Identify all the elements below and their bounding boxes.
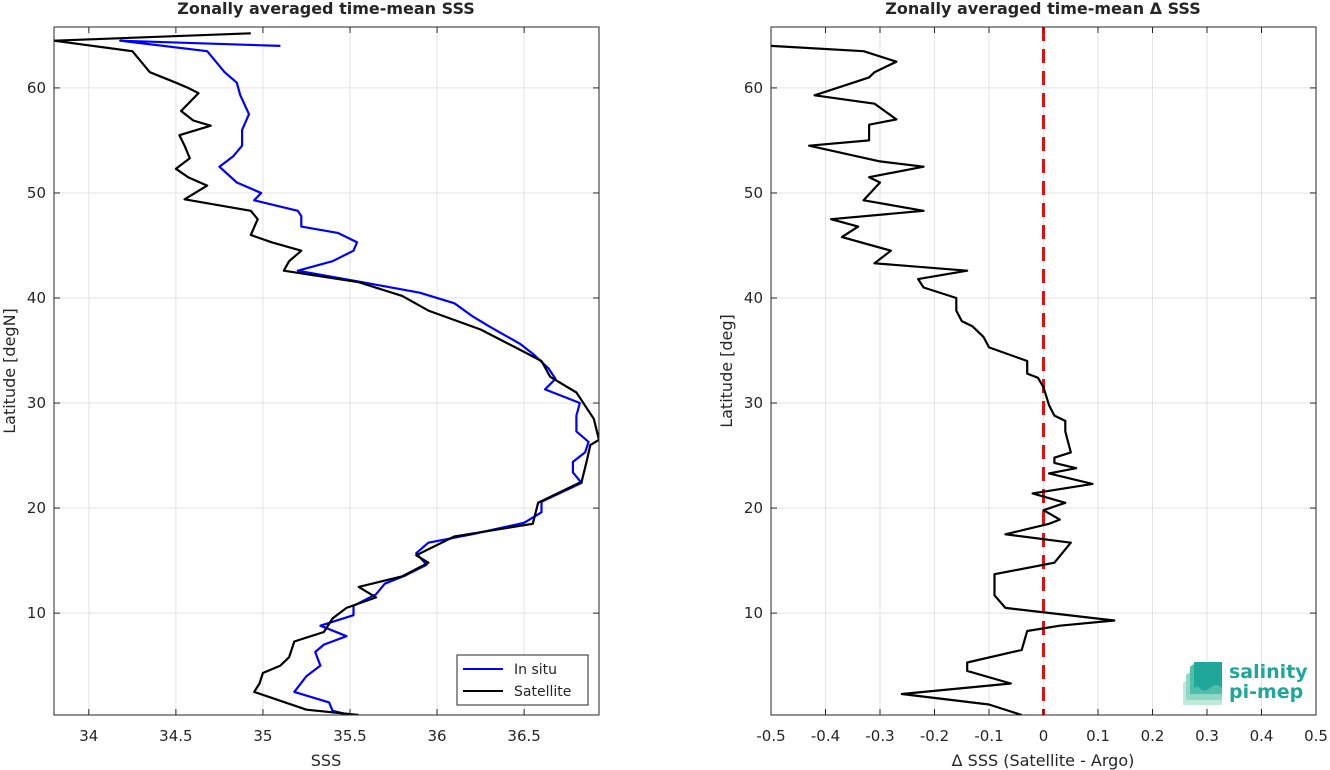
delta-sss-x-tick-label: -0.1 xyxy=(974,727,1003,745)
sss-x-tick-label: 34 xyxy=(79,727,98,745)
sss-chart-title: Zonally averaged time-mean SSS xyxy=(177,0,475,18)
sss-y-tick-label: 10 xyxy=(27,604,46,622)
delta-sss-series-line-delta xyxy=(771,44,1116,715)
delta-sss-y-tick-label: 10 xyxy=(744,604,763,622)
legend-label-satellite: Satellite xyxy=(514,684,571,700)
delta-sss-x-tick-label: -0.4 xyxy=(811,727,840,745)
delta-sss-y-tick-label: 50 xyxy=(744,184,763,202)
sss-grid xyxy=(54,27,599,715)
delta-sss-x-tick-label: 0.3 xyxy=(1195,727,1219,745)
delta-sss-x-tick-label: 0.5 xyxy=(1304,727,1328,745)
delta-sss-ticks: -0.5 -0.4 -0.3 -0.2 -0.1 0 0.1 0.2 0.3 0.4 0.5 10 20… xyxy=(744,27,1328,745)
delta-sss-y-tick-label: 60 xyxy=(744,79,763,97)
logo-text-pi-mep: pi-mep xyxy=(1229,681,1303,703)
sss-x-tick-label: 36 xyxy=(428,727,447,745)
sss-axes-frame xyxy=(53,26,600,716)
delta-sss-chart-title: Zonally averaged time-mean Δ SSS xyxy=(885,0,1201,18)
legend: In situ Satellite xyxy=(456,654,589,706)
delta-sss-x-axis-label: Δ SSS (Satellite - Argo) xyxy=(952,751,1135,770)
sss-x-tick-label: 36.5 xyxy=(507,727,540,745)
sss-y-axis-label: Latitude [degN] xyxy=(0,308,19,434)
logo-mark-icon xyxy=(1183,662,1222,705)
sss-series-line-in-situ xyxy=(119,39,590,715)
sss-x-tick-label: 35 xyxy=(253,727,272,745)
sss-series xyxy=(54,32,599,715)
delta-sss-x-tick-label: 0 xyxy=(1039,727,1049,745)
delta-sss-y-tick-label: 40 xyxy=(744,289,763,307)
delta-sss-x-tick-label: -0.3 xyxy=(865,727,894,745)
sss-y-tick-label: 50 xyxy=(27,184,46,202)
delta-sss-y-tick-label: 30 xyxy=(744,394,763,412)
sss-y-tick-label: 20 xyxy=(27,499,46,517)
delta-sss-x-tick-label: 0.4 xyxy=(1250,727,1274,745)
sss-series-line-satellite xyxy=(54,32,599,715)
delta-sss-y-axis-label: Latitude [deg] xyxy=(717,314,736,428)
sss-panel: 34 34.5 35 35.5 36 36.5 10 20 30 40 50 60 Zonally a… xyxy=(0,0,600,770)
sss-x-tick-label: 34.5 xyxy=(159,727,192,745)
delta-sss-panel: -0.5 -0.4 -0.3 -0.2 -0.1 0 0.1 0.2 0.3 0.4 0.5 10 20… xyxy=(717,0,1328,770)
delta-sss-series xyxy=(771,27,1116,715)
sss-x-tick-label: 35.5 xyxy=(333,727,366,745)
delta-sss-x-tick-label: 0.2 xyxy=(1141,727,1165,745)
delta-sss-x-tick-label: 0.1 xyxy=(1086,727,1110,745)
delta-sss-x-tick-label: -0.5 xyxy=(756,727,785,745)
legend-box xyxy=(456,654,589,706)
sss-x-axis-label: SSS xyxy=(311,751,341,770)
sss-ticks: 34 34.5 35 35.5 36 36.5 10 20 30 40 50 60 xyxy=(27,27,599,745)
delta-sss-x-tick-label: -0.2 xyxy=(920,727,949,745)
salinity-pi-mep-logo: salinity pi-mep xyxy=(1183,661,1308,705)
sss-y-tick-label: 30 xyxy=(27,394,46,412)
legend-label-in-situ: In situ xyxy=(514,662,557,678)
delta-sss-y-tick-label: 20 xyxy=(744,499,763,517)
logo-text-salinity: salinity xyxy=(1229,661,1308,683)
sss-y-tick-label: 40 xyxy=(27,289,46,307)
sss-y-tick-label: 60 xyxy=(27,79,46,97)
